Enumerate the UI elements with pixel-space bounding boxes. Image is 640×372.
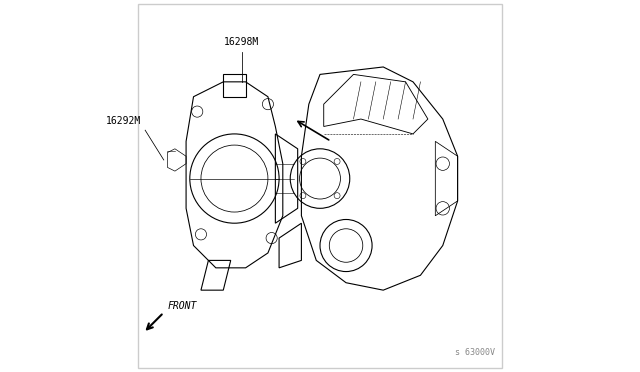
Text: s 63000V: s 63000V — [455, 348, 495, 357]
Text: FRONT: FRONT — [168, 301, 197, 311]
Text: 16292M: 16292M — [106, 116, 141, 126]
Text: 16298M: 16298M — [224, 36, 259, 46]
